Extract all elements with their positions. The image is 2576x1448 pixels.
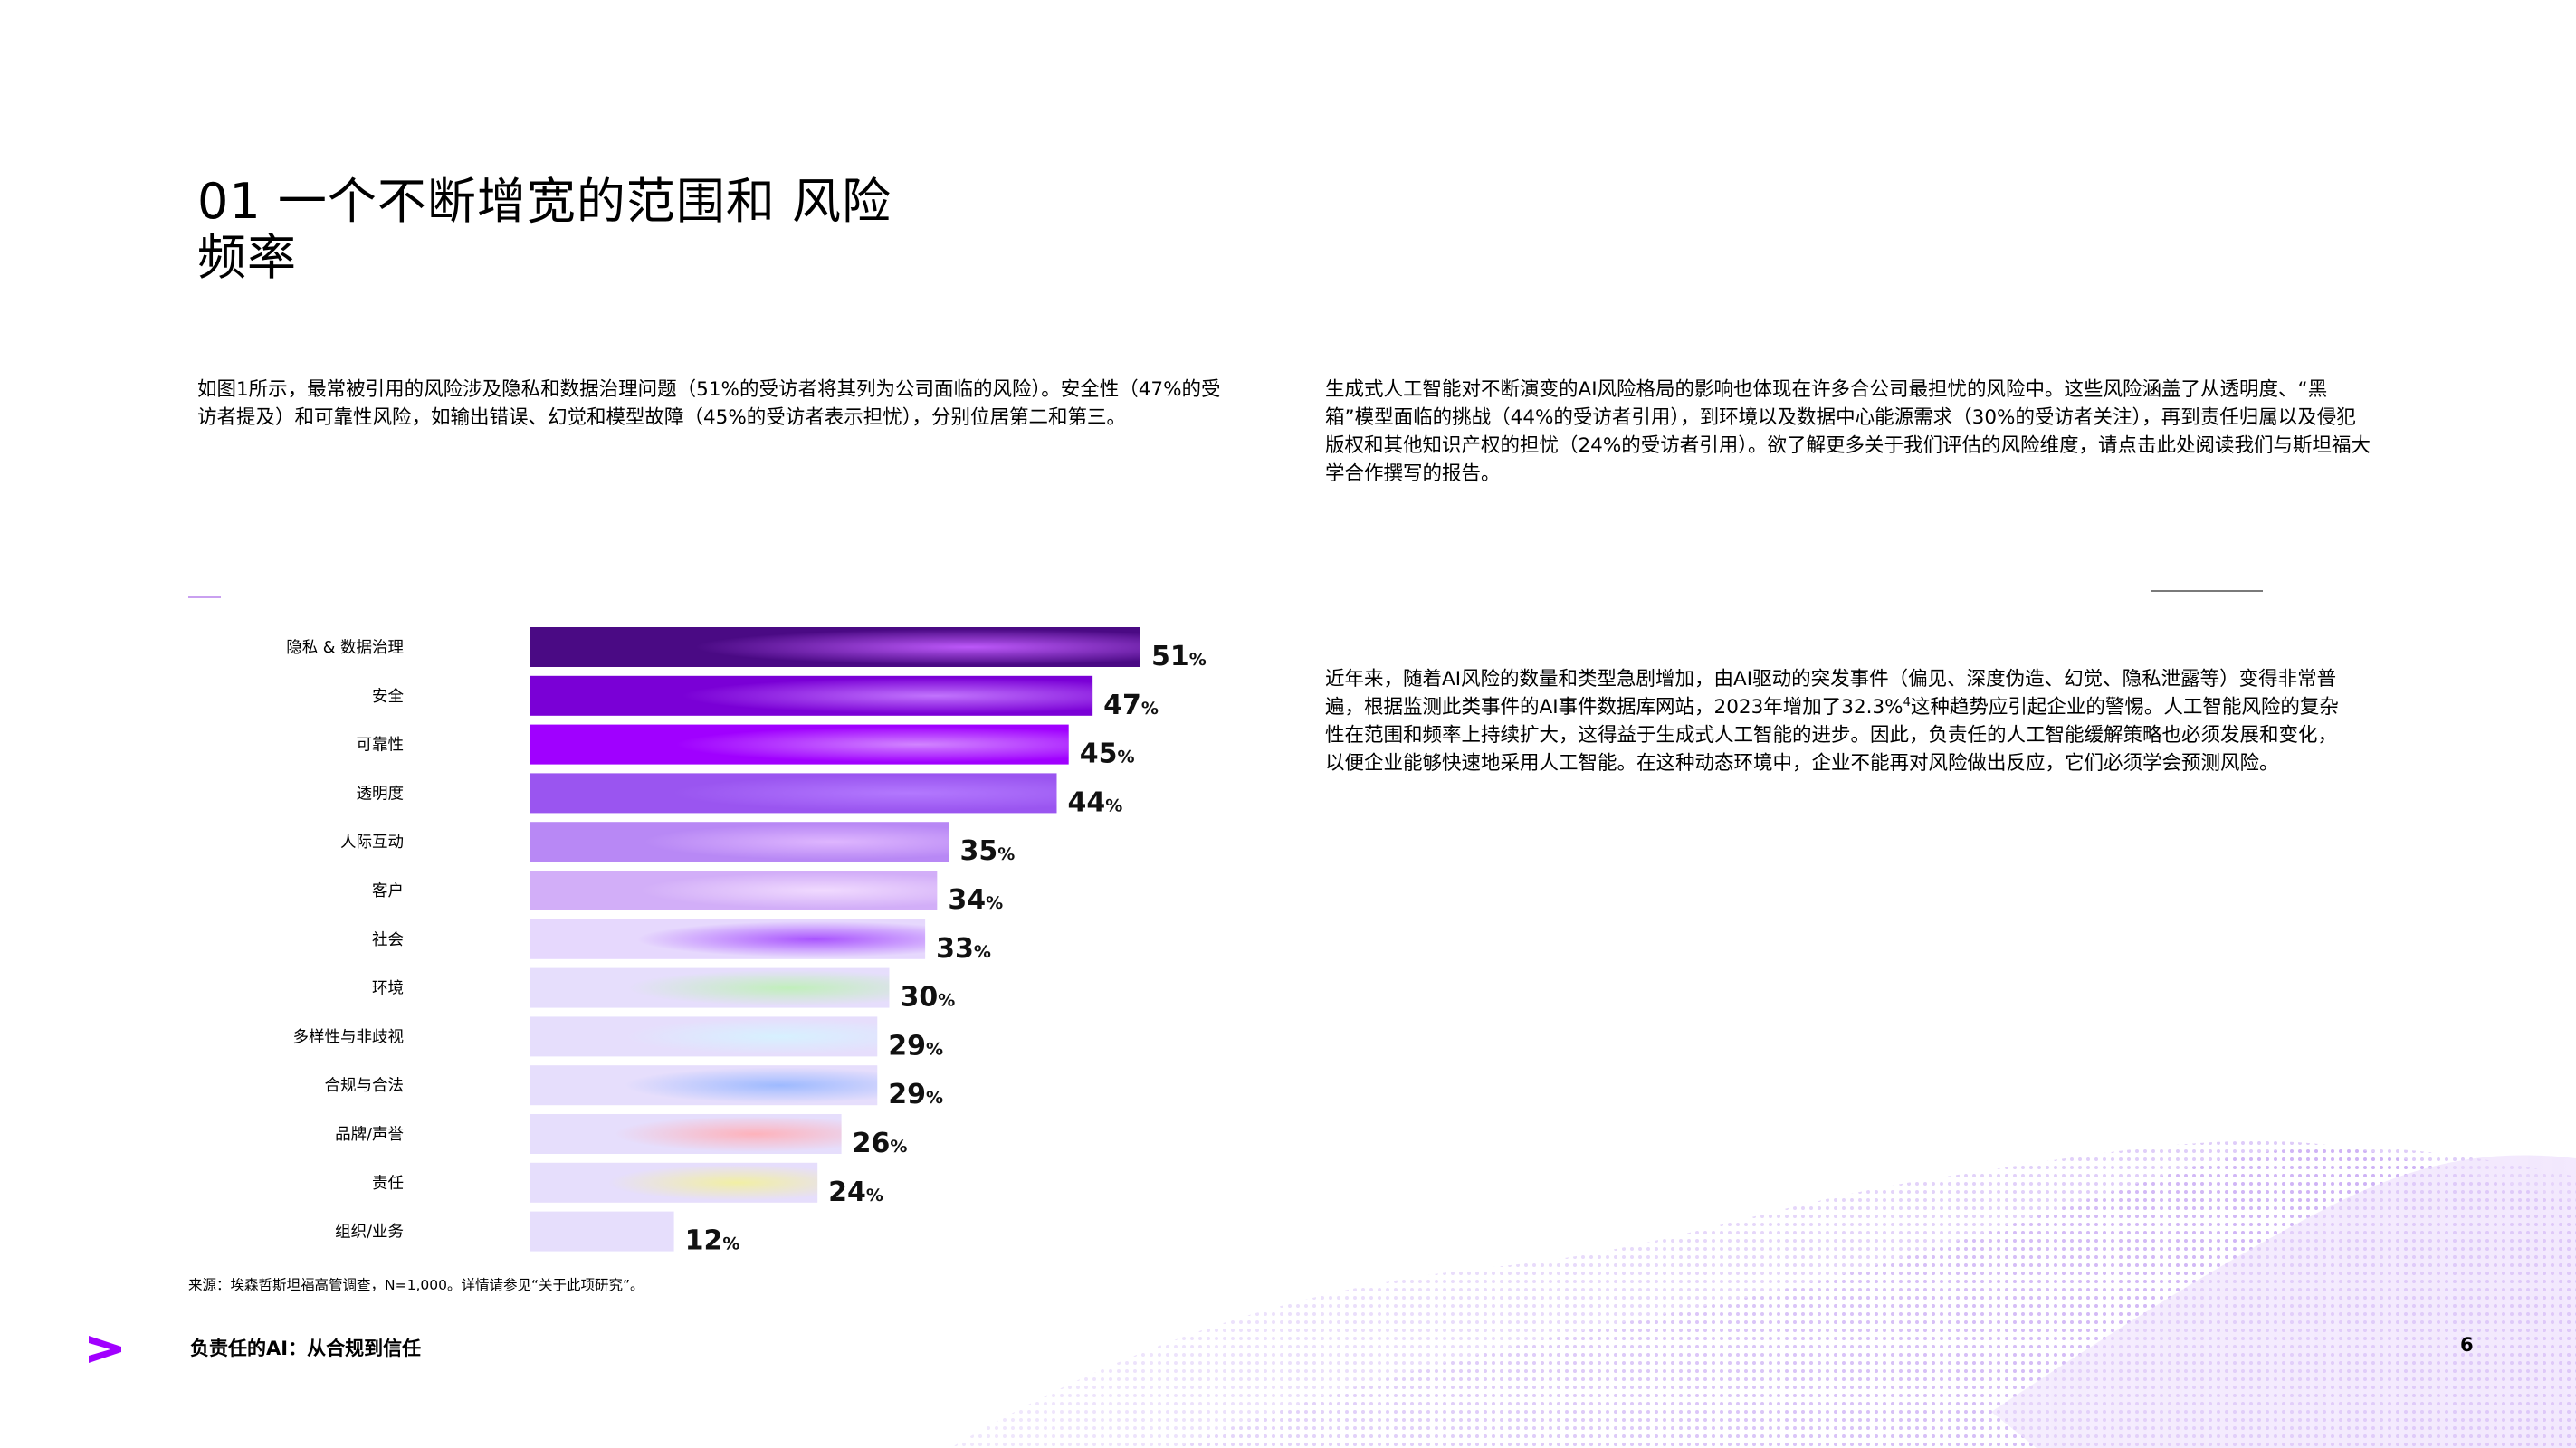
bar-accent [530,871,938,910]
source-note: 来源：埃森哲斯坦福高管调查，N=1,000。详情请参见“关于此项研究”。 [188,1277,644,1293]
value-label: 29% [888,1030,943,1062]
figure-label-mark [188,596,221,598]
bar-accent [530,724,1069,765]
page-number: 6 [2460,1334,2474,1356]
bar-accent [530,822,949,862]
footnote-ref[interactable]: 4 [1903,695,1911,710]
category-label: 合规与合法 [325,1077,405,1095]
right-paragraph-2: 近年来，随着AI风险的数量和类型急剧增加，由AI驱动的突发事件（偏见、深度伪造、… [1325,665,2348,777]
category-label: 人际互动 [340,834,404,852]
risk-bar-chart: 隐私 & 数据治理 51% 安全 47% 可靠性 45% 透明度 44% 人际互动 35% 客户 34… [286,627,1207,1257]
value-label: 35% [960,835,1016,867]
category-label: 隐私 & 数据治理 [286,639,404,657]
title-line-1: 01 一个不断增宽的范围和 风险 [197,173,892,230]
value-label: 45% [1080,738,1135,770]
category-label: 环境 [372,980,404,998]
bar-accent [530,1114,842,1154]
paragraph-text-after: 这种趋势应引起企业的警惕。人工智能风险的复杂性在范围和频率上持续扩大，这得益于生… [1325,696,2339,775]
bar-accent [530,1211,674,1252]
value-label: 29% [888,1079,943,1110]
title-line-2: 频率 [197,229,297,286]
value-label: 51% [1151,641,1207,672]
paragraph-text-before: 近年来，随着AI风险的数量和类型急剧增加，由AI驱动的突发事件（偏见、深度伪造、… [1325,668,2337,719]
category-label: 安全 [372,688,404,706]
value-label: 33% [936,933,991,965]
bar-accent [530,1016,878,1057]
category-label: 组织/业务 [335,1224,404,1242]
value-label: 26% [853,1128,908,1159]
category-label: 多样性与非歧视 [293,1028,405,1046]
category-label: 社会 [372,931,404,949]
category-label: 可靠性 [357,737,405,755]
right-paragraph-1: 生成式人工智能对不断演变的AI风险格局的影响也体现在许多合公司最担忧的风险中。这… [1325,378,2371,485]
bar-accent [530,627,1140,667]
value-label: 30% [900,982,955,1014]
bar-accent [530,675,1093,716]
bar-accent [530,967,890,1008]
value-label: 12% [685,1225,740,1257]
bar-accent [530,773,1057,814]
bar-accent [530,1065,878,1106]
value-label: 44% [1067,786,1122,818]
footer-title: 负责任的AI：从合规到信任 [190,1338,422,1359]
category-label: 透明度 [357,785,405,803]
page-title: 01 一个不断增宽的范围和 风险 频率 [197,174,1012,286]
category-label: 品牌/声誉 [335,1126,404,1144]
category-label: 责任 [372,1175,404,1193]
bar-accent [530,1162,818,1203]
value-label: 47% [1103,690,1159,721]
intro-paragraph: 如图1所示，最常被引用的风险涉及隐私和数据治理问题（51%的受访者将其列为公司面… [197,378,1221,429]
divider-rule [2151,590,2263,592]
value-label: 24% [828,1176,883,1208]
value-label: 34% [948,884,1003,916]
bar-accent [530,919,926,959]
category-label: 客户 [372,882,404,900]
accenture-chevron-icon [89,1336,121,1363]
